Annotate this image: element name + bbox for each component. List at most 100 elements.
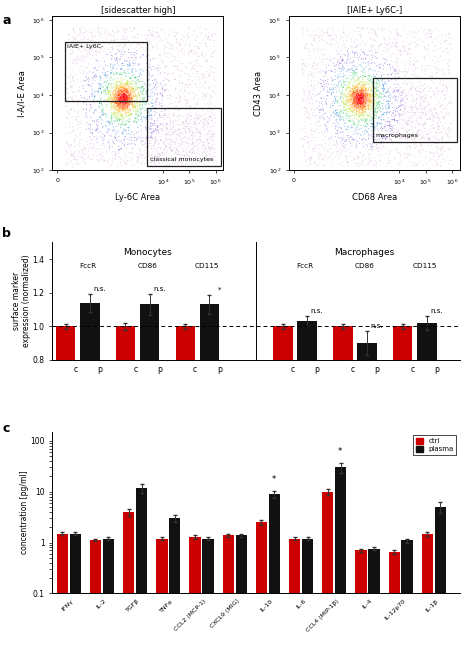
Point <box>343 86 350 96</box>
Point <box>168 124 175 134</box>
Point <box>366 97 374 108</box>
Point <box>118 91 126 101</box>
Point <box>155 127 163 137</box>
Point <box>167 135 174 145</box>
Point <box>317 93 324 103</box>
Point <box>155 30 163 40</box>
Point <box>81 97 89 108</box>
Point <box>122 84 129 94</box>
Point <box>119 32 127 42</box>
Point <box>120 78 128 88</box>
Point <box>155 149 162 159</box>
Point <box>182 115 190 125</box>
Point <box>383 96 391 106</box>
Point <box>129 94 137 104</box>
Point <box>111 83 119 94</box>
Point <box>196 60 204 70</box>
Point <box>122 94 130 104</box>
Point <box>112 94 120 104</box>
Point <box>360 83 367 93</box>
Point <box>147 119 155 129</box>
Point <box>345 106 352 117</box>
Point <box>114 94 122 104</box>
Point <box>187 111 195 121</box>
Point <box>388 110 396 120</box>
Point <box>321 28 328 39</box>
Point <box>367 102 375 112</box>
Point <box>129 84 137 94</box>
Point <box>363 111 371 121</box>
Point <box>360 97 367 107</box>
Point <box>299 94 306 104</box>
Point <box>350 92 357 102</box>
Point <box>200 121 208 132</box>
Point <box>362 72 369 82</box>
Point <box>303 39 310 49</box>
Point <box>315 148 322 159</box>
Point <box>199 155 207 166</box>
Point <box>152 124 159 134</box>
Point <box>380 80 388 90</box>
Point <box>115 153 123 163</box>
Point <box>440 68 447 78</box>
Point <box>359 94 367 104</box>
Point <box>146 132 154 143</box>
Point <box>433 101 441 111</box>
Point <box>129 86 137 96</box>
Point <box>308 132 316 143</box>
Point <box>355 96 362 106</box>
Point <box>112 152 119 163</box>
Point <box>361 84 369 95</box>
Point <box>110 87 118 97</box>
Point <box>410 134 418 144</box>
Point <box>317 74 324 84</box>
Point <box>322 151 329 161</box>
Point <box>207 115 215 126</box>
Point <box>191 26 199 36</box>
Point <box>115 103 123 114</box>
Point <box>177 84 184 95</box>
Point <box>115 88 123 98</box>
Point <box>122 103 129 114</box>
Point <box>190 128 197 139</box>
Point <box>305 110 313 120</box>
Point <box>71 152 78 163</box>
Point <box>356 94 363 104</box>
Point <box>191 26 198 36</box>
Point <box>359 73 367 83</box>
Point <box>105 86 113 97</box>
Point <box>83 94 91 104</box>
Point <box>370 93 377 103</box>
Point <box>370 132 377 142</box>
Point <box>135 60 143 70</box>
Point <box>370 106 377 116</box>
Point <box>351 98 358 108</box>
Point <box>127 94 135 104</box>
Point <box>356 79 363 89</box>
Point <box>120 39 128 49</box>
Point <box>334 129 341 139</box>
Point <box>307 124 315 134</box>
Point <box>345 49 353 59</box>
Point <box>133 94 141 104</box>
Point <box>65 34 73 45</box>
Point <box>194 55 201 65</box>
Point <box>64 72 72 82</box>
Point <box>188 134 196 144</box>
Point <box>110 91 118 101</box>
Point <box>182 117 190 127</box>
Point <box>112 86 120 96</box>
Point <box>410 60 418 70</box>
Point <box>427 91 435 101</box>
Point <box>378 134 386 144</box>
Point <box>356 86 363 96</box>
Point <box>91 132 99 142</box>
Point <box>104 93 111 103</box>
Point <box>89 78 97 88</box>
Point <box>119 83 127 93</box>
Point <box>108 97 115 108</box>
Point <box>146 36 153 46</box>
Point <box>159 83 166 94</box>
Point <box>158 126 166 136</box>
Point <box>412 115 420 125</box>
